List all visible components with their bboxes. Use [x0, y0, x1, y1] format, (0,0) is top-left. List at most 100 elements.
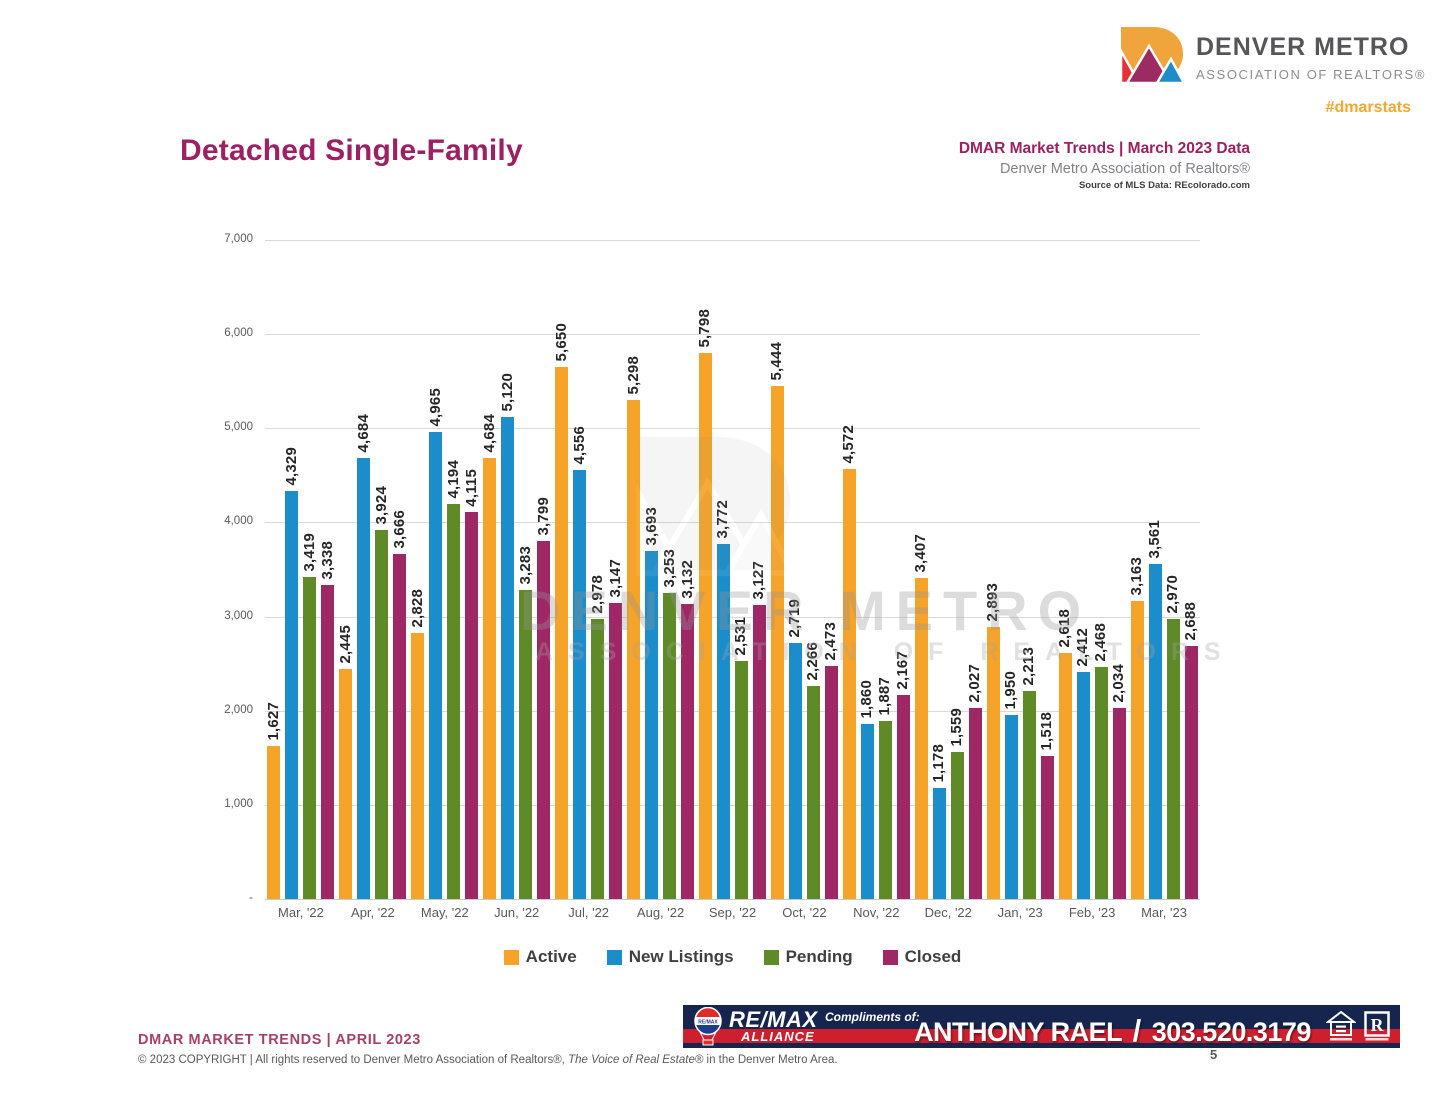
bar-slot: 3,419: [301, 240, 318, 899]
x-tick-label: Mar, '23: [1141, 905, 1187, 920]
bar-slot: 2,027: [966, 240, 983, 899]
bar-slot: 1,559: [948, 240, 965, 899]
legend-label: Closed: [904, 947, 962, 966]
bar-slot: 1,887: [876, 240, 893, 899]
bar-slot: 4,965: [426, 240, 444, 899]
active-bar: [1058, 653, 1072, 899]
bar-slot: 3,147: [607, 240, 624, 899]
bar-slot: 2,893: [984, 240, 1002, 899]
bar-value-label: 5,298: [624, 356, 642, 395]
x-tick-label: May, '22: [420, 905, 469, 920]
bar-value-label: 1,950: [1002, 671, 1020, 710]
active-bar: [627, 400, 641, 899]
bar-slot: 2,213: [1020, 240, 1037, 899]
bar-value-label: 2,618: [1056, 609, 1074, 648]
bar-value-label: 3,338: [318, 541, 336, 580]
legend-label: Active: [525, 947, 577, 966]
agent-name: ANTHONY RAEL: [914, 1017, 1122, 1047]
bar-group: 4,684 5,120 3,283 3,799: [481, 240, 553, 899]
bar-group: 3,163 3,561 2,970 2,688: [1128, 240, 1200, 899]
x-tick-label: Jan, '23: [997, 905, 1043, 920]
bar-slot: 3,924: [372, 240, 390, 899]
bar-group: 2,618 2,412 2,468 2,034: [1056, 240, 1128, 899]
bar-value-label: 3,924: [372, 486, 390, 525]
svg-text:R: R: [1371, 1015, 1385, 1035]
pending-bar: [663, 593, 677, 899]
active-bar: [267, 746, 281, 899]
bar-value-label: 2,266: [804, 642, 822, 681]
new-listings-bar: [645, 551, 659, 899]
bar-value-label: 3,127: [750, 561, 768, 600]
bar-slot: 4,556: [570, 240, 588, 899]
pending-bar: [1022, 691, 1036, 899]
bar-slot: 3,127: [750, 240, 768, 899]
bar-slot: 3,407: [912, 240, 929, 899]
bar-value-label: 3,561: [1146, 520, 1164, 559]
active-bar: [1130, 601, 1144, 899]
active-bar: [339, 669, 353, 899]
gridline: [265, 522, 1200, 524]
legend-item-closed: Closed: [882, 947, 962, 967]
compliments-label: Compliments of:: [825, 1010, 920, 1024]
bar-group: 2,893 1,950 2,213 1,518: [984, 240, 1056, 899]
new-listings-bar: [1076, 672, 1090, 899]
x-tick-label: Oct, '22: [782, 905, 827, 920]
remax-alliance: ALLIANCE: [741, 1029, 815, 1044]
new-listings-bar: [285, 491, 299, 899]
bar-slot: 3,693: [643, 240, 660, 899]
remax-brand: RE/MAX: [729, 1007, 818, 1032]
bar-value-label: 5,650: [552, 323, 570, 362]
pending-bar: [806, 686, 820, 899]
active-bar: [698, 353, 712, 899]
bar-groups: 1,627 4,329 3,419 3,338 2,445 4,684 3,924 3,666…: [265, 240, 1200, 899]
bar-value-label: 5,444: [768, 342, 786, 381]
active-bar: [842, 469, 856, 899]
legend-swatch: [882, 949, 898, 965]
bar-value-label: 2,445: [336, 625, 354, 664]
gridline: [265, 240, 1200, 241]
banner-red-stripe: [683, 1028, 1400, 1043]
closed-bar: [1112, 708, 1126, 899]
bar-slot: 4,684: [480, 240, 498, 899]
closed-bar: [752, 605, 766, 899]
bar-slot: 2,167: [894, 240, 911, 899]
bar-slot: 2,034: [1110, 240, 1127, 899]
new-listings-bar: [716, 544, 730, 899]
pending-bar: [1094, 667, 1108, 899]
closed-bar: [609, 603, 623, 899]
x-tick-label: Jul, '22: [568, 905, 610, 920]
bar-value-label: 4,329: [282, 447, 300, 486]
copyright-italic: The Voice of Real Estate®: [568, 1054, 704, 1066]
bar-value-label: 2,531: [732, 617, 750, 656]
bar-value-label: 4,684: [480, 414, 498, 453]
bar-slot: 3,163: [1128, 240, 1145, 899]
bar-value-label: 4,965: [426, 388, 444, 427]
gridline: [265, 710, 1200, 712]
bar-value-label: 4,556: [570, 426, 588, 465]
pending-bar: [519, 590, 533, 899]
remax-banner: RE/MAX RE/MAX ALLIANCE Compliments of: A…: [683, 1005, 1400, 1048]
closed-bar: [393, 554, 407, 899]
closed-bar: [321, 585, 335, 899]
bar-slot: 1,627: [265, 240, 282, 899]
bar-value-label: 2,719: [786, 599, 804, 638]
closed-bar: [968, 708, 982, 899]
agent-phone: 303.520.3179: [1151, 1017, 1312, 1047]
bar-value-label: 2,893: [984, 583, 1002, 622]
bar-value-label: 4,115: [462, 469, 480, 507]
bar-slot: 2,618: [1056, 240, 1074, 899]
pending-bar: [950, 752, 964, 899]
dmarstats-hashtag: #dmarstats: [1325, 99, 1411, 116]
bar-value-label: 1,860: [858, 680, 876, 719]
trends-source: Source of MLS Data: REcolorado.com: [1078, 180, 1250, 191]
x-tick-label: Mar, '22: [278, 905, 324, 920]
bar-slot: 1,950: [1002, 240, 1020, 899]
bar-group: 4,572 1,860 1,887 2,167: [840, 240, 912, 899]
new-listings-bar: [788, 643, 802, 899]
closed-bar: [1184, 646, 1198, 899]
new-listings-bar: [1148, 564, 1162, 899]
bar-slot: 3,132: [679, 240, 696, 899]
bar-slot: 4,329: [282, 240, 300, 899]
legend-item-new-listings: New Listings: [606, 947, 734, 967]
y-tick-label: 1,000: [224, 797, 253, 810]
